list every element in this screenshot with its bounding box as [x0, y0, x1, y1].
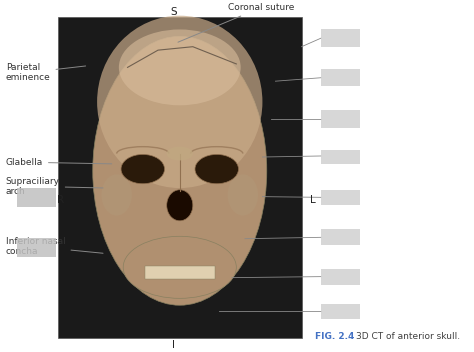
Text: Inferior nasal
concha: Inferior nasal concha [6, 237, 103, 256]
Text: Glabella: Glabella [6, 158, 112, 167]
Ellipse shape [195, 155, 238, 184]
Bar [321, 30, 360, 47]
Text: I: I [172, 340, 175, 350]
Bar [321, 69, 360, 86]
Ellipse shape [119, 30, 241, 105]
Ellipse shape [101, 174, 132, 216]
Bar [321, 303, 360, 319]
Text: L: L [310, 195, 315, 205]
Bar [321, 150, 360, 164]
Ellipse shape [121, 155, 164, 184]
Bar [321, 230, 360, 245]
Text: R: R [56, 195, 64, 205]
Bar [17, 238, 56, 257]
Text: FIG. 2.4: FIG. 2.4 [315, 332, 354, 341]
Bar [321, 111, 360, 128]
Text: Supraciliary
arch: Supraciliary arch [6, 177, 103, 196]
Ellipse shape [167, 147, 193, 161]
Ellipse shape [123, 236, 237, 298]
Bar [17, 188, 56, 207]
Text: Coronal suture: Coronal suture [178, 3, 294, 42]
Bar [145, 266, 215, 279]
Ellipse shape [97, 16, 263, 188]
Ellipse shape [228, 174, 258, 216]
Ellipse shape [93, 36, 267, 305]
Bar [321, 190, 360, 205]
Text: Parietal
eminence: Parietal eminence [6, 63, 86, 82]
Bar [58, 17, 301, 338]
Text: S: S [170, 7, 176, 17]
Text: 3D CT of anterior skull.: 3D CT of anterior skull. [356, 332, 460, 341]
Ellipse shape [167, 190, 193, 221]
Bar [321, 269, 360, 284]
